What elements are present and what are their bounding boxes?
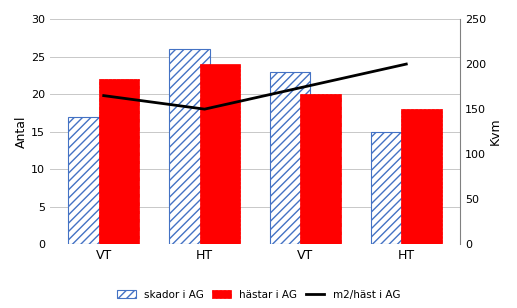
Bar xyxy=(401,109,442,244)
Legend: skador i AG, hästar i AG, m2/häst i AG: skador i AG, hästar i AG, m2/häst i AG xyxy=(114,286,403,303)
Y-axis label: Antal: Antal xyxy=(15,116,28,148)
Bar xyxy=(169,49,209,244)
Bar xyxy=(68,117,109,244)
Bar xyxy=(99,79,139,244)
Bar xyxy=(371,132,412,244)
Y-axis label: Kvm: Kvm xyxy=(489,118,502,145)
Bar xyxy=(200,64,240,244)
Bar xyxy=(270,71,311,244)
Bar xyxy=(300,94,341,244)
